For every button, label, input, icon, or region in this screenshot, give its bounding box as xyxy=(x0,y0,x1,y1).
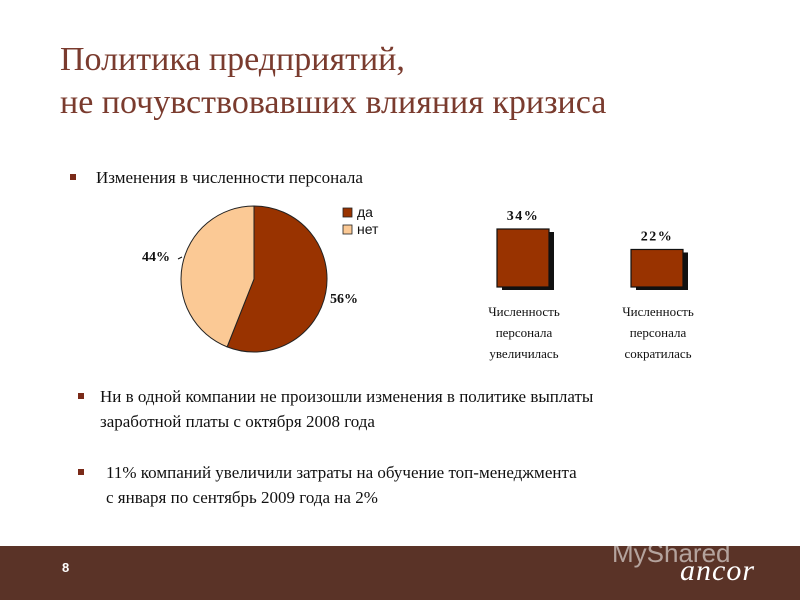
bullet-staff-changes: Изменения в численности персонала xyxy=(70,165,490,191)
pie-data-label: 44% xyxy=(142,250,170,265)
bullet-square-icon xyxy=(78,393,84,399)
legend-label: да xyxy=(357,204,373,220)
bar-category-label: персонала xyxy=(496,325,553,340)
page-number: 8 xyxy=(62,560,70,575)
legend-label: нет xyxy=(357,221,379,237)
bullet-text-line-1: Ни в одной компании не произошли изменен… xyxy=(100,387,594,406)
legend-swatch xyxy=(342,224,353,235)
bullet-salary-policy: Ни в одной компании не произошли изменен… xyxy=(78,384,778,436)
bar xyxy=(496,228,550,288)
ancor-logo: ancor xyxy=(680,554,755,587)
bullet-text-line-1: 11% компаний увеличили затраты на обучен… xyxy=(106,463,577,482)
bar-data-label: 34% xyxy=(507,209,540,224)
bullet-square-icon xyxy=(78,469,84,475)
bar-category-label: сократилась xyxy=(624,346,691,361)
bullet-training-costs: 11% компаний увеличили затраты на обучен… xyxy=(78,460,778,512)
myshared-watermark: MyShared xyxy=(612,538,731,568)
bar-category-label: увеличилась xyxy=(489,346,558,361)
bar-category-label: Численность xyxy=(622,304,694,319)
bullet-square-icon xyxy=(70,174,76,180)
bar-category-label: Численность xyxy=(488,304,560,319)
slide-title: Политика предприятий, не почувствовавших… xyxy=(60,38,780,124)
bar xyxy=(630,248,684,288)
pie-data-label: 56% xyxy=(330,292,358,307)
bar-category-label: персонала xyxy=(630,325,687,340)
bullet-text-line-2: с января по сентябрь 2009 года на 2% xyxy=(106,488,378,507)
slide-title-line-1: Политика предприятий, xyxy=(60,41,405,78)
bar-chart: 34% Численность персонала увеличилась 22% Чис… xyxy=(488,209,694,361)
footer-bar: 8 MyShared ancor xyxy=(0,538,800,600)
pie-slice xyxy=(180,205,255,348)
legend-swatch xyxy=(342,207,353,218)
bullet-text: Изменения в численности персонала xyxy=(96,168,363,187)
pie-leader-line xyxy=(177,256,183,260)
slide-title-line-2: не почувствовавших влияния кризиса xyxy=(60,84,607,121)
bar-data-label: 22% xyxy=(641,229,674,244)
pie-slice xyxy=(226,205,328,353)
bullet-text-line-2: заработной платы с октября 2008 года xyxy=(100,412,375,431)
